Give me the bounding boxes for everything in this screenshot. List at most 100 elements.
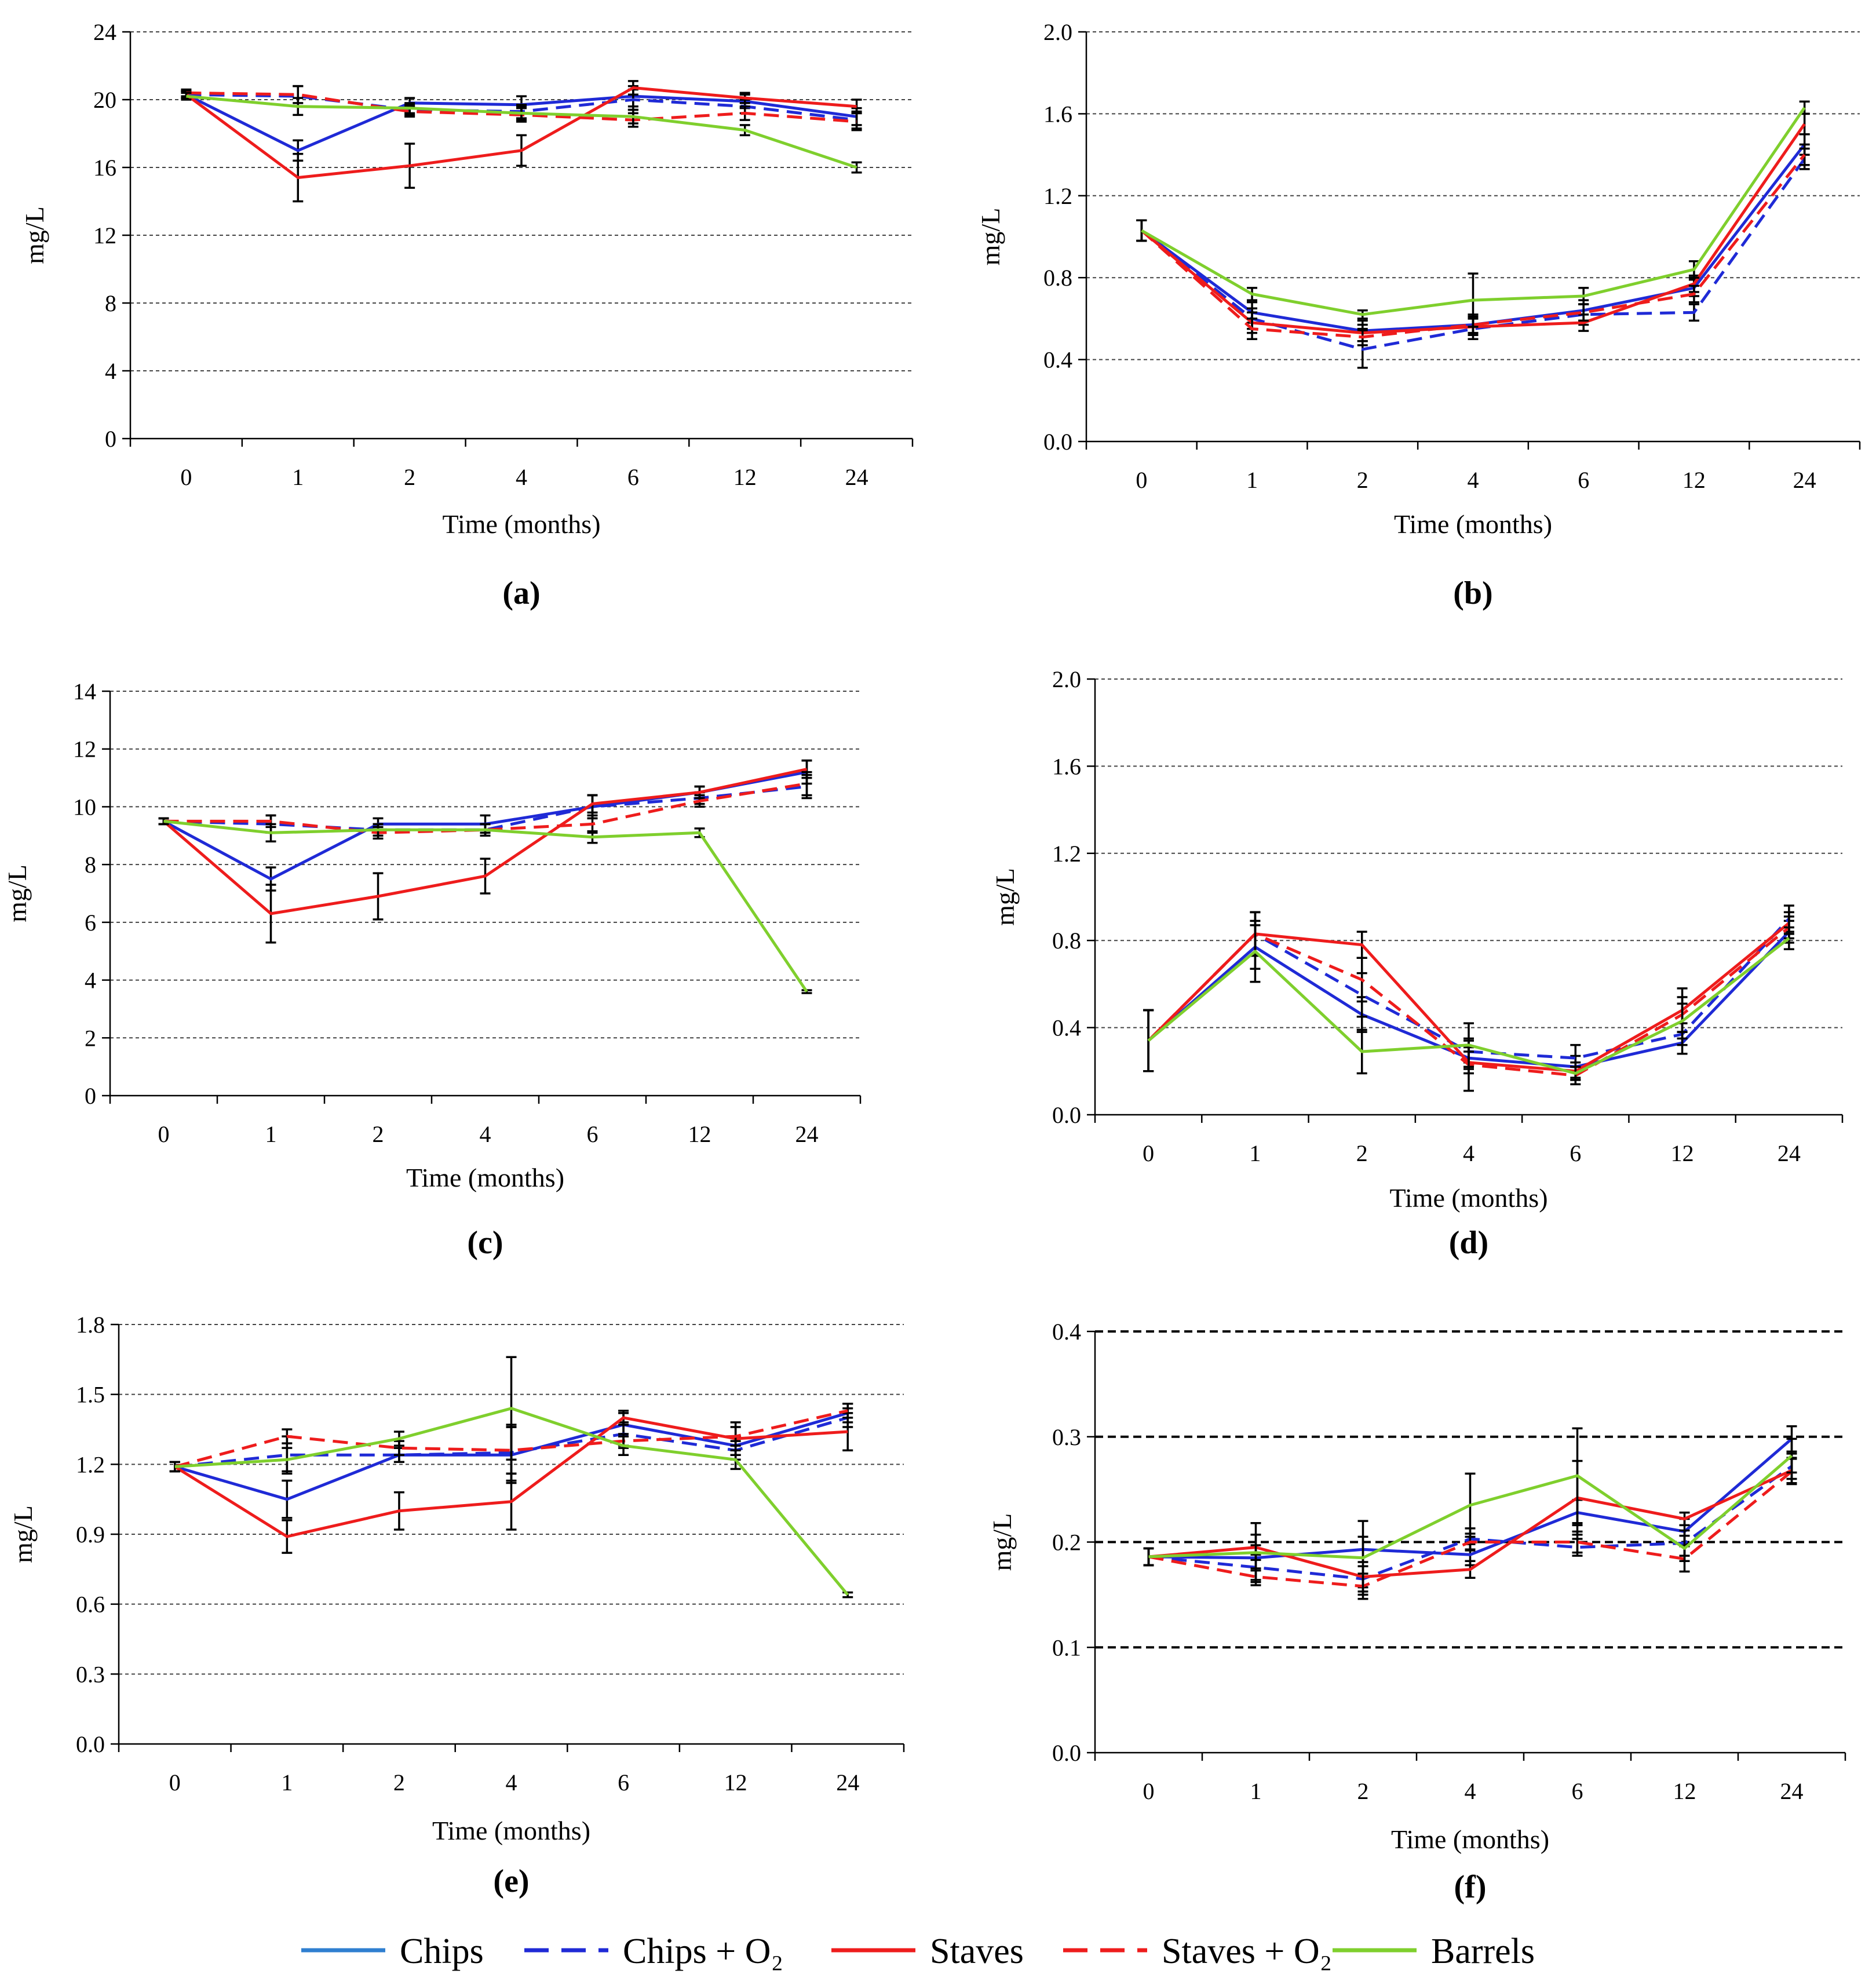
series-line <box>162 768 808 915</box>
y-axis-label: mg/L <box>990 868 1020 926</box>
x-tick-label: 6 <box>627 464 639 490</box>
x-tick-label: 0 <box>1143 1140 1154 1166</box>
series-barrels <box>181 92 862 174</box>
series-barrels <box>1143 919 1794 1081</box>
y-tick-label: 24 <box>93 19 116 45</box>
y-tick-label: 1.2 <box>1043 183 1072 209</box>
x-tick-label: 12 <box>724 1769 747 1796</box>
y-tick-label: 0.4 <box>1052 1015 1081 1041</box>
y-tick-label: 2.0 <box>1052 666 1081 692</box>
legend-item-barrels: Barrels <box>1333 1932 1535 1971</box>
legend: Chips Chips + O₂ Staves Staves + O₂ Barrels <box>301 1932 1535 1971</box>
x-tick-label: 6 <box>1572 1778 1583 1804</box>
y-tick-label: 4 <box>105 358 116 384</box>
x-tick-label: 12 <box>688 1121 711 1147</box>
y-tick-label: 0.8 <box>1043 265 1072 291</box>
y-axis-label: mg/L <box>976 208 1005 266</box>
x-axis-label: Time (months) <box>442 509 600 539</box>
series-line <box>163 782 807 834</box>
x-axis-label: Time (months) <box>1394 509 1552 539</box>
x-axis-label: Time (months) <box>1389 1183 1547 1213</box>
y-axis-label: mg/L <box>20 206 49 264</box>
x-tick-label: 4 <box>1465 1778 1476 1804</box>
series-barrels <box>158 817 812 994</box>
series-line <box>186 94 857 169</box>
x-tick-label: 2 <box>1357 467 1368 493</box>
y-tick-label: 0.0 <box>1052 1102 1081 1128</box>
x-tick-label: 2 <box>373 1121 384 1147</box>
y-tick-label: 6 <box>85 910 96 936</box>
x-tick-label: 1 <box>265 1121 277 1147</box>
y-tick-label: 1.5 <box>76 1382 105 1408</box>
x-tick-label: 24 <box>795 1121 819 1147</box>
legend-label: Chips + O₂ <box>623 1932 783 1971</box>
x-tick-label: 6 <box>587 1121 598 1147</box>
y-tick-label: 10 <box>73 794 96 820</box>
x-tick-label: 1 <box>292 464 304 490</box>
legend-label: Staves + O₂ <box>1162 1932 1332 1971</box>
panel-label: (d) <box>1449 1225 1488 1261</box>
x-tick-label: 12 <box>1671 1140 1694 1166</box>
y-tick-label: 0.6 <box>76 1592 105 1618</box>
series-line <box>1147 937 1790 1075</box>
x-tick-label: 2 <box>393 1769 405 1796</box>
x-tick-label: 4 <box>516 464 527 490</box>
x-tick-label: 0 <box>158 1121 170 1147</box>
series-line <box>1148 1454 1793 1560</box>
y-axis-label: mg/L <box>8 1505 38 1563</box>
x-tick-label: 12 <box>1673 1778 1696 1804</box>
series-line <box>1141 107 1806 316</box>
series-line <box>163 819 808 992</box>
y-tick-label: 1.6 <box>1052 753 1081 779</box>
x-tick-label: 4 <box>506 1769 517 1796</box>
x-tick-label: 24 <box>836 1769 859 1796</box>
y-tick-label: 0.3 <box>1052 1424 1081 1450</box>
x-tick-label: 6 <box>1578 467 1589 493</box>
legend-item-chips: Chips <box>301 1932 484 1971</box>
x-axis-label: Time (months) <box>1391 1825 1549 1854</box>
x-tick-label: 0 <box>1143 1778 1155 1804</box>
y-tick-label: 16 <box>93 155 116 181</box>
x-tick-label: 24 <box>845 464 868 490</box>
x-tick-label: 1 <box>1250 1778 1262 1804</box>
y-tick-label: 14 <box>73 678 96 705</box>
series-staves <box>158 759 812 944</box>
legend-label: Barrels <box>1431 1932 1535 1971</box>
series-barrels <box>169 1356 853 1599</box>
panel-label: (c) <box>467 1225 503 1261</box>
series-line <box>1140 154 1806 339</box>
y-tick-label: 4 <box>85 968 96 994</box>
x-tick-label: 4 <box>1468 467 1479 493</box>
y-tick-label: 0.8 <box>1052 928 1081 954</box>
series-line <box>174 1407 849 1596</box>
x-tick-label: 2 <box>404 464 415 490</box>
y-tick-label: 8 <box>85 852 96 878</box>
y-tick-label: 12 <box>73 736 96 762</box>
y-tick-label: 0.4 <box>1052 1319 1081 1345</box>
panel-label: (f) <box>1454 1869 1487 1905</box>
y-tick-label: 0.0 <box>1052 1740 1081 1766</box>
x-tick-label: 24 <box>1778 1140 1801 1166</box>
y-tick-label: 0.9 <box>76 1521 105 1548</box>
x-axis-label: Time (months) <box>432 1816 590 1845</box>
y-axis-label: mg/L <box>987 1513 1017 1571</box>
x-tick-label: 0 <box>169 1769 181 1796</box>
legend-item-staves_o2: Staves + O₂ <box>1063 1932 1332 1971</box>
x-tick-label: 0 <box>180 464 192 490</box>
y-tick-label: 0.3 <box>76 1661 105 1687</box>
y-tick-label: 2 <box>85 1025 96 1051</box>
panel-label: (e) <box>493 1863 529 1899</box>
series-line <box>1148 1470 1793 1588</box>
series-barrels <box>1143 1427 1797 1596</box>
y-tick-label: 0.0 <box>1043 429 1072 455</box>
y-tick-label: 2.0 <box>1043 19 1072 45</box>
legend-label: Chips <box>400 1932 484 1971</box>
y-tick-label: 0.0 <box>76 1731 105 1757</box>
